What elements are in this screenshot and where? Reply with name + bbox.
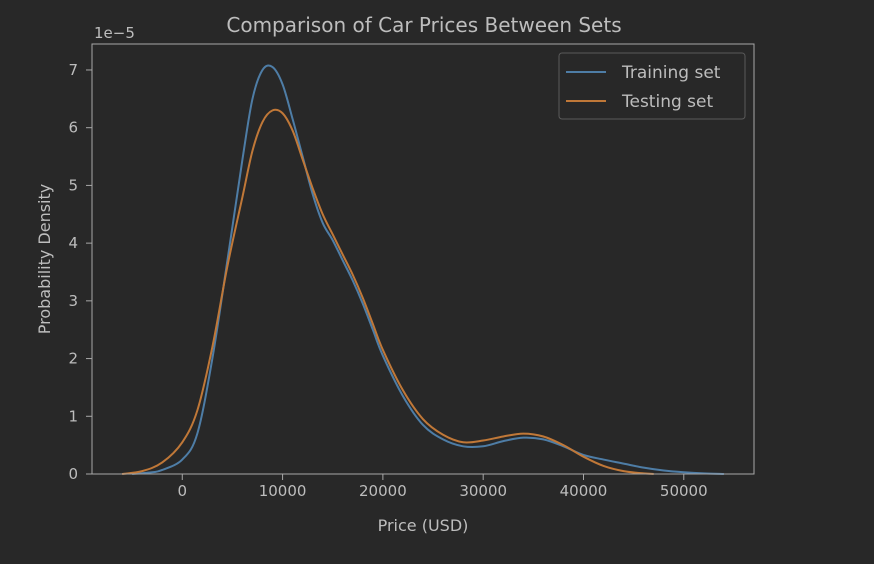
y-axis-ticks: 0 1 2 3 4 5 6 7 — [68, 61, 92, 483]
y-tick-label: 2 — [68, 350, 78, 368]
x-tick-label: 20000 — [359, 482, 407, 500]
y-scale-label: 1e−5 — [94, 24, 135, 42]
y-axis-label: Probability Density — [35, 184, 54, 335]
series-line-1 — [121, 108, 654, 475]
x-tick-label: 40000 — [560, 482, 608, 500]
series-lines — [121, 64, 724, 475]
y-tick-label: 4 — [68, 234, 78, 252]
x-tick-label: 10000 — [259, 482, 307, 500]
legend: Training set Testing set — [558, 52, 746, 120]
plot-frame — [91, 43, 755, 475]
y-tick-label: 7 — [68, 61, 78, 79]
series-line-0 — [132, 64, 724, 475]
y-tick-label: 0 — [68, 465, 78, 483]
x-axis-label: Price (USD) — [378, 516, 469, 535]
chart-title: Comparison of Car Prices Between Sets — [226, 13, 621, 37]
x-tick-label: 50000 — [660, 482, 708, 500]
legend-label-1: Testing set — [621, 92, 713, 112]
y-tick-label: 3 — [68, 292, 78, 310]
legend-box — [558, 52, 746, 120]
y-tick-label: 5 — [68, 176, 78, 194]
x-axis-ticks: 0 10000 20000 30000 40000 50000 — [177, 474, 708, 500]
x-tick-label: 0 — [177, 482, 187, 500]
y-tick-label: 1 — [68, 407, 78, 425]
y-tick-label: 6 — [68, 119, 78, 137]
x-tick-label: 30000 — [459, 482, 507, 500]
legend-label-0: Training set — [621, 63, 721, 83]
